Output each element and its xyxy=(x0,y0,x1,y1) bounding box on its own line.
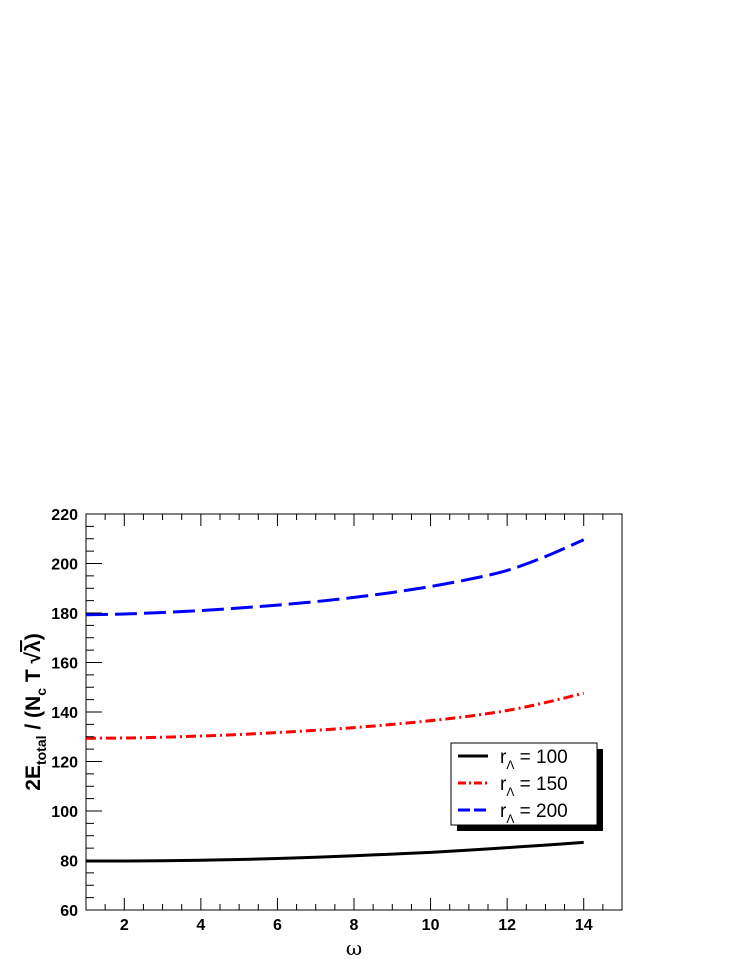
x-tick-label: 14 xyxy=(575,917,593,934)
ylabel-mid2: T xyxy=(22,664,45,689)
y-tick-label: 100 xyxy=(51,804,78,821)
y-tick-label: 60 xyxy=(60,903,78,920)
tick-layer xyxy=(85,513,623,911)
ylabel-sqrt: λ xyxy=(22,640,45,652)
y-tick-label: 160 xyxy=(51,656,78,673)
y-tick-label: 80 xyxy=(60,854,78,871)
svg-text:2Etotal / (Nc T √λ): 2Etotal / (Nc T √λ) xyxy=(22,633,49,790)
x-tick-label: 6 xyxy=(273,917,282,934)
ylabel-sub2: c xyxy=(33,688,49,696)
ylabel-mid: / (N xyxy=(22,696,45,736)
y-tick-label: 180 xyxy=(51,606,78,623)
x-axis-title: ω xyxy=(346,936,362,960)
ylabel-main: 2E xyxy=(22,765,45,791)
y-tick-label: 140 xyxy=(51,705,78,722)
tick-label-layer: 2 4 6 8 10 12 14 60 80 100 120 140 160 180 200 220 xyxy=(51,507,592,934)
series-line-1 xyxy=(85,840,584,863)
legend-label-1: rΛ = 100 xyxy=(500,747,568,772)
x-tick-label: 2 xyxy=(120,917,129,934)
legend-label-2: rΛ = 150 xyxy=(500,774,568,799)
x-tick-label: 4 xyxy=(196,917,205,934)
ylabel-sub1: total xyxy=(33,735,49,765)
legend-label-3: rΛ = 200 xyxy=(500,801,568,826)
y-axis-title: 2Etotal / (Nc T √λ) xyxy=(22,633,49,790)
plot-frame xyxy=(85,513,623,911)
ylabel-end: ) xyxy=(22,633,45,640)
x-tick-label: 8 xyxy=(350,917,359,934)
x-tick-label: 10 xyxy=(422,917,440,934)
y-tick-label: 200 xyxy=(51,557,78,574)
series-layer xyxy=(85,538,585,863)
y-tick-label: 220 xyxy=(51,507,78,524)
sqrt-symbol: √ xyxy=(22,652,45,664)
y-tick-label: 120 xyxy=(51,755,78,772)
x-tick-label: 12 xyxy=(498,917,516,934)
series-line-2 xyxy=(85,691,585,740)
series-line-3 xyxy=(85,538,585,617)
